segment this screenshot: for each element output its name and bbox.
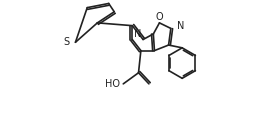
Text: O: O bbox=[156, 12, 163, 22]
Text: HO: HO bbox=[105, 79, 120, 89]
Text: S: S bbox=[63, 37, 69, 47]
Text: N: N bbox=[177, 21, 184, 31]
Text: N: N bbox=[134, 29, 141, 39]
